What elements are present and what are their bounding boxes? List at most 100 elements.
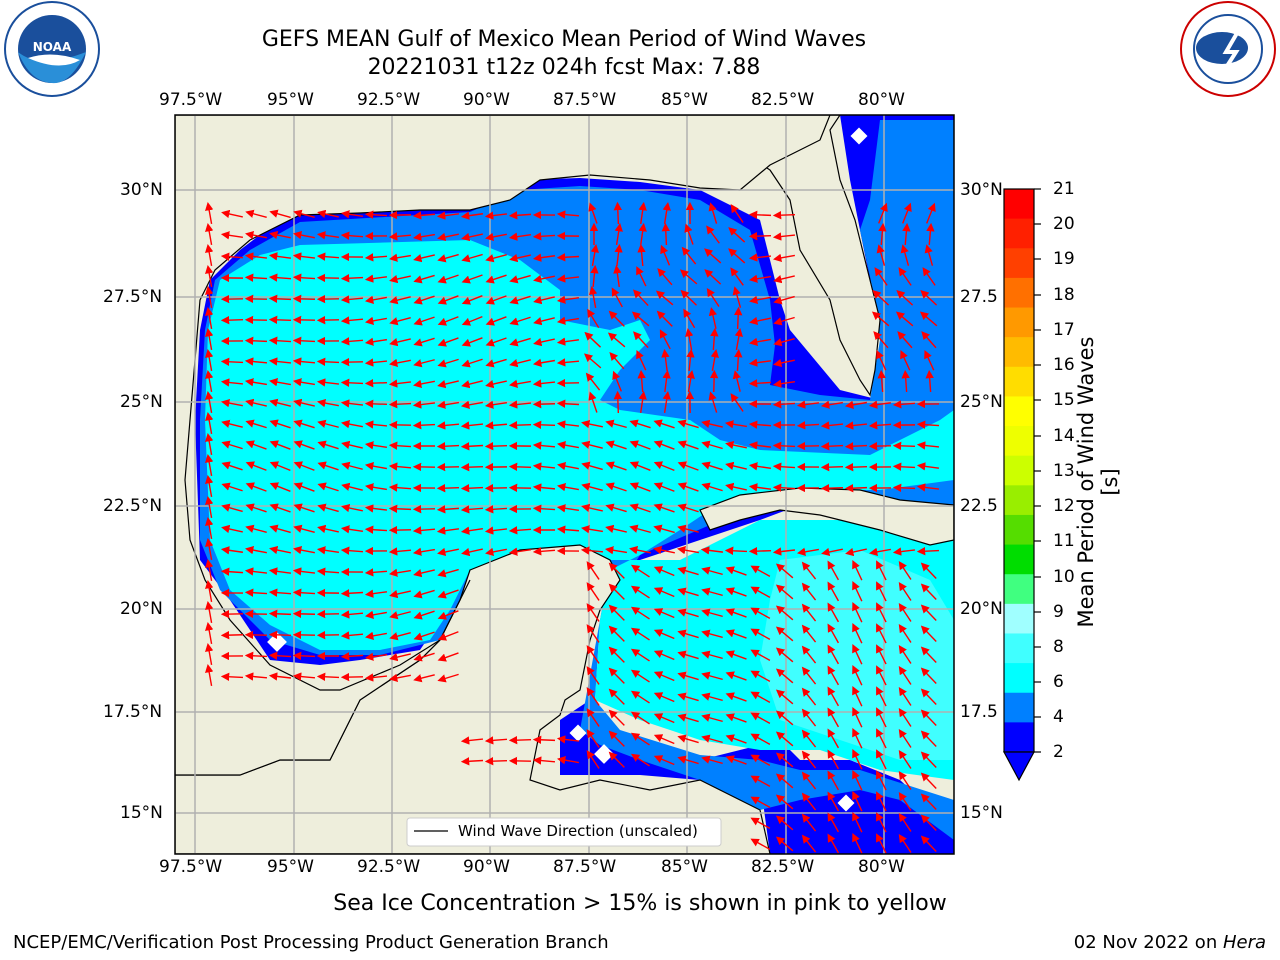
wind-wave-arrow (220, 630, 244, 640)
wind-wave-arrow (340, 589, 364, 598)
wind-wave-arrow (557, 483, 579, 492)
colorbar-swatch (1004, 337, 1034, 368)
wind-wave-arrow (605, 419, 627, 429)
colorbar-swatch (1004, 603, 1034, 634)
wind-wave-arrow (221, 524, 243, 534)
footer-left: NCEP/EMC/Verification Post Processing Pr… (13, 932, 609, 953)
wind-wave-arrow (605, 503, 627, 513)
wind-wave-arrow (461, 380, 483, 389)
wind-wave-arrow (437, 568, 459, 578)
wind-wave-arrow (876, 602, 887, 623)
wind-wave-arrow (748, 253, 772, 262)
wind-wave-arrow (413, 674, 435, 683)
wind-wave-arrow (920, 688, 937, 705)
wind-wave-arrow (801, 792, 817, 811)
wind-wave-arrow (413, 253, 435, 263)
wave-period-field (175, 115, 954, 854)
wind-wave-arrow (437, 631, 459, 641)
wind-wave-arrow (608, 667, 625, 684)
wind-wave-arrow (852, 560, 863, 581)
wind-wave-arrow (876, 749, 887, 770)
wind-wave-arrow (583, 353, 602, 369)
wind-wave-arrow (413, 359, 435, 368)
wind-wave-arrow (605, 461, 627, 471)
wind-wave-arrow (460, 211, 484, 220)
wind-wave-arrow (508, 526, 532, 535)
lat-label-left: 27.5°N (103, 287, 163, 307)
wind-wave-arrow (612, 370, 622, 392)
wind-wave-arrow (898, 602, 912, 622)
wind-wave-arrow (340, 610, 364, 619)
wind-wave-arrow (876, 560, 887, 581)
wind-wave-arrow (750, 628, 771, 640)
wind-wave-arrow (605, 440, 627, 450)
colorbar-tick-label: 2 (1053, 742, 1064, 762)
wind-wave-arrow (801, 561, 817, 580)
colorbar-swatch (1004, 218, 1034, 249)
wind-wave-arrow (485, 379, 507, 389)
wind-wave-arrow (725, 671, 747, 681)
wind-wave-arrow (485, 547, 507, 557)
colorbar-tick-label: 13 (1053, 461, 1075, 481)
wind-wave-arrow (630, 606, 650, 620)
wind-wave-arrow (389, 673, 411, 683)
wind-wave-arrow (509, 253, 531, 263)
wind-wave-arrow (340, 652, 364, 661)
colorbar-tick-label: 9 (1053, 602, 1064, 622)
wind-wave-arrow (485, 253, 507, 263)
colorbar (1004, 188, 1041, 753)
wind-wave-arrow (662, 201, 671, 224)
wind-wave-arrow (916, 420, 940, 429)
wind-wave-arrow (364, 652, 388, 661)
wind-wave-arrow (293, 545, 315, 555)
wind-wave-arrow (796, 421, 820, 430)
wind-wave-arrow (877, 369, 886, 393)
wind-wave-arrow (389, 317, 411, 326)
wind-wave-arrow (772, 441, 796, 450)
wind-wave-arrow (725, 608, 747, 618)
wind-wave-arrow (365, 316, 387, 325)
wind-wave-arrow (556, 504, 580, 513)
wind-wave-arrow (532, 483, 556, 492)
wind-wave-arrow (750, 733, 771, 745)
wind-wave-arrow (268, 294, 292, 303)
lat-label-left: 17.5°N (103, 702, 163, 722)
wind-wave-arrow (775, 626, 794, 642)
colorbar-tick-label: 11 (1053, 531, 1075, 551)
wind-wave-arrow (661, 348, 670, 372)
colorbar-tick-label: 6 (1053, 672, 1064, 692)
colorbar-swatch (1004, 277, 1034, 309)
wind-wave-arrow (364, 378, 388, 388)
wind-wave-arrow (677, 608, 699, 618)
wind-wave-arrow (244, 378, 267, 387)
wind-wave-arrow (588, 391, 598, 413)
wind-wave-arrow (630, 648, 650, 662)
wind-wave-arrow (750, 649, 771, 661)
wind-wave-arrow (460, 505, 484, 514)
wind-wave-arrow (437, 547, 459, 557)
wind-wave-arrow (734, 348, 743, 372)
wind-wave-arrow (317, 461, 339, 471)
wind-wave-arrow (556, 274, 580, 283)
wind-wave-arrow (220, 231, 244, 240)
wind-wave-arrow (205, 391, 214, 413)
wind-wave-arrow (608, 646, 625, 663)
wind-wave-arrow (269, 378, 291, 387)
wind-wave-arrow (898, 728, 912, 748)
wind-wave-arrow (710, 327, 719, 351)
wind-wave-arrow (586, 729, 600, 748)
wind-wave-arrow (677, 524, 699, 533)
wind-wave-arrow (878, 222, 887, 246)
wind-wave-arrow (820, 400, 843, 409)
wind-wave-arrow (586, 603, 600, 622)
wind-wave-arrow (686, 369, 695, 392)
wind-wave-arrow (852, 686, 863, 707)
wind-wave-arrow (340, 378, 364, 387)
wind-wave-arrow (772, 483, 796, 492)
wind-wave-arrow (653, 566, 675, 577)
wind-wave-arrow (205, 496, 214, 518)
wind-wave-arrow (630, 690, 650, 704)
wind-wave-arrow (920, 709, 937, 726)
wind-wave-arrow (205, 601, 214, 623)
wind-wave-arrow (845, 547, 867, 557)
